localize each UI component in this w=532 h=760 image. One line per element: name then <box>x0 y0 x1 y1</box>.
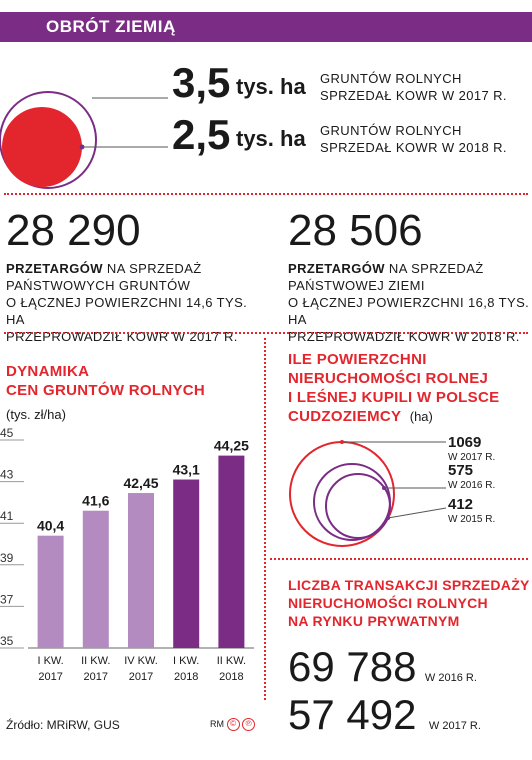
transactions-year-2016: W 2016 R. <box>424 672 477 684</box>
tenders-bold-2017: PRZETARGÓW <box>6 261 103 276</box>
bar-value-label: 41,6 <box>82 493 109 509</box>
publisher-icon: ℗ <box>242 718 256 732</box>
tenders-line3-2017: O ŁĄCZNEJ POWIERZCHNI 14,6 TYS. HA <box>6 295 248 327</box>
tenders-line2-2017: PAŃSTWOWYCH GRUNTÓW <box>6 278 191 293</box>
x-tick-label: I KW. <box>37 655 63 667</box>
transactions-year-2017: W 2017 R. <box>428 720 481 732</box>
foreigners-item-2015: 412 W 2015 R. <box>448 496 495 526</box>
bar <box>128 493 154 648</box>
bar <box>82 510 109 648</box>
footer-source: Źródło: MRiRW, GUS <box>6 718 120 732</box>
header-title: OBRÓT ZIEMIĄ <box>22 12 190 42</box>
land-sales-value-2: 2,5 <box>172 111 231 158</box>
tenders-line1-2018: NA SPRZEDAŻ <box>384 261 484 276</box>
x-tick-label: II KW. <box>81 655 110 667</box>
tenders-line4-2018: PRZEPROWADZIŁ KOWR W 2018 R. <box>288 329 520 344</box>
foreigners-year-2017: W 2017 R. <box>448 452 496 463</box>
y-tick-label: 39 <box>0 551 14 565</box>
x-tick-label-year: 2017 <box>129 671 153 683</box>
divider-3 <box>270 558 528 560</box>
transactions-title-3: NA RYNKU PRYWATNYM <box>288 613 460 629</box>
land-sales-circles <box>0 91 168 189</box>
pointer-dot-1069 <box>340 440 344 444</box>
circle-2018 <box>2 107 82 187</box>
transactions-number-2017: 57 492 <box>288 691 417 738</box>
bar <box>37 535 64 648</box>
foreigners-value-2016: 575 <box>448 462 474 479</box>
transactions-title-1: LICZBA TRANSAKCJI SPRZEDAŻY <box>288 577 530 593</box>
land-sales-unit-2: tys. ha <box>236 126 306 151</box>
tenders-number-2017: 28 290 <box>6 206 141 255</box>
pointer-412 <box>387 507 447 519</box>
pointer-dot-412 <box>386 516 390 520</box>
copyright-icon: © <box>226 718 240 732</box>
x-tick-label-year: 2017 <box>38 671 62 683</box>
bar-value-label: 43,1 <box>173 462 200 478</box>
foreigners-title-3: I LEŚNEJ KUPILI W POLSCE <box>288 389 500 406</box>
foreigners-year-2016: W 2016 R. <box>448 480 496 491</box>
foreigners-title-2: NIERUCHOMOŚCI ROLNEJ <box>288 370 489 387</box>
x-tick-label-year: 2018 <box>219 671 243 683</box>
land-sales-row-1: 3,5 tys. ha GRUNTÓW ROLNYCH SPRZEDAŁ KOW… <box>172 60 532 110</box>
circle-412 <box>325 473 391 539</box>
y-tick-label: 43 <box>0 468 14 482</box>
bar-value-label: 42,45 <box>123 475 158 491</box>
y-tick-label: 45 <box>0 426 14 440</box>
bar <box>218 455 245 648</box>
footer-credit: RM © ℗ <box>210 716 256 732</box>
foreigners-value-2015: 412 <box>448 496 474 513</box>
transactions-number-2016: 69 788 <box>288 643 417 690</box>
tenders-number-2018: 28 506 <box>288 206 423 255</box>
land-sales-desc-2a: GRUNTÓW ROLNYCH <box>320 123 462 138</box>
land-sales-desc-1a: GRUNTÓW ROLNYCH <box>320 71 462 86</box>
transactions-row-2016: 69 788 W 2016 R. <box>288 644 477 690</box>
tenders-bold-2018: PRZETARGÓW <box>288 261 385 276</box>
x-tick-label: II KW. <box>217 655 246 667</box>
transactions-title-2: NIERUCHOMOŚCI ROLNYCH <box>288 595 488 611</box>
tenders-line4-2017: PRZEPROWADZIŁ KOWR W 2017 R. <box>6 329 238 344</box>
divider-vertical <box>264 338 266 700</box>
bar-value-label: 44,25 <box>214 438 249 454</box>
foreigners-circles <box>289 440 447 547</box>
y-tick-label: 37 <box>0 592 14 606</box>
foreigners-item-2016: 575 W 2016 R. <box>448 462 495 492</box>
foreigners-item-2017: 1069 W 2017 R. <box>448 434 495 464</box>
tenders-2017: 28 290 PRZETARGÓW NA SPRZEDAŻ PAŃSTWOWYC… <box>6 206 268 345</box>
chart-title-line1: DYNAMIKA <box>6 363 90 380</box>
land-sales-desc-2b: SPRZEDAŁ KOWR W 2018 R. <box>320 140 507 155</box>
tenders-line1-2017: NA SPRZEDAŻ <box>102 261 202 276</box>
divider-2 <box>4 332 528 334</box>
x-tick-label: I KW. <box>173 655 199 667</box>
foreigners-year-2015: W 2015 R. <box>448 514 496 525</box>
transactions-row-2017: 57 492 W 2017 R. <box>288 692 481 738</box>
x-tick-label: IV KW. <box>124 655 158 667</box>
chart-unit: (tys. zł/ha) <box>6 407 66 422</box>
land-sales-row-2: 2,5 tys. ha GRUNTÓW ROLNYCH SPRZEDAŁ KOW… <box>172 112 532 162</box>
tenders-line3-2018: O ŁĄCZNEJ POWIERZCHNI 16,8 TYS. HA <box>288 295 530 327</box>
circle-2017 <box>0 91 97 189</box>
foreigners-title-1: ILE POWIERZCHNI <box>288 351 427 368</box>
tenders-2018: 28 506 PRZETARGÓW NA SPRZEDAŻ PAŃSTWOWEJ… <box>288 206 532 345</box>
y-tick-label: 35 <box>0 634 14 648</box>
land-sales-desc-1b: SPRZEDAŁ KOWR W 2017 R. <box>320 88 507 103</box>
pointer-dot-575 <box>382 486 386 490</box>
x-tick-label-year: 2017 <box>84 671 108 683</box>
tenders-line2-2018: PAŃSTWOWEJ ZIEMI <box>288 278 425 293</box>
divider-1 <box>4 193 528 195</box>
foreigners-value-2017: 1069 <box>448 434 482 451</box>
foreigners-title-4: CUDZOZIEMCY <box>288 408 402 425</box>
land-sales-unit-1: tys. ha <box>236 74 306 99</box>
foreigners-unit: (ha) <box>409 409 433 424</box>
chart-title-line2: CEN GRUNTÓW ROLNYCH <box>6 382 206 399</box>
footer-credit-text: RM <box>210 719 224 729</box>
y-tick-label: 41 <box>0 509 14 523</box>
price-bar-chart: 35 37 39 41 43 45 40,4 I KW. 2017 41,6 II KW. 2017 4… <box>0 426 254 683</box>
x-tick-label-year: 2018 <box>174 671 198 683</box>
bar <box>173 479 200 648</box>
bar-value-label: 40,4 <box>37 518 64 534</box>
land-sales-value-1: 3,5 <box>172 59 231 106</box>
